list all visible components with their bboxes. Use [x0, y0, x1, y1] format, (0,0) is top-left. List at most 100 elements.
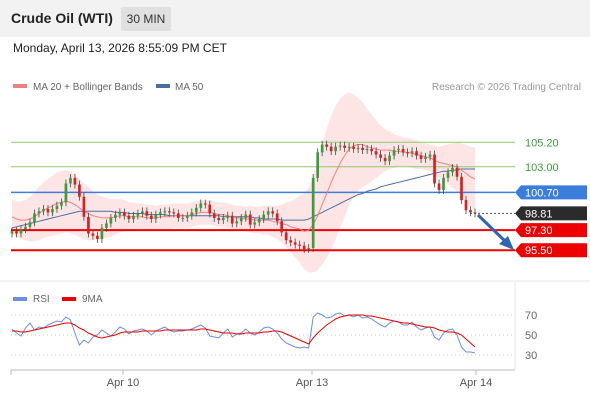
candle-body: [257, 219, 261, 223]
candle-body: [217, 217, 221, 221]
candle-body: [172, 212, 176, 214]
rsi-ma-legend-label: 9MA: [82, 294, 103, 305]
candle-body: [334, 146, 337, 152]
candle-body: [132, 215, 135, 220]
candle-body: [15, 231, 18, 234]
candle-body: [262, 214, 266, 220]
rsi-legend-swatch: [13, 297, 27, 301]
candle-body: [69, 177, 72, 184]
candle-body: [388, 155, 391, 162]
x-axis: Apr 10 Apr 13 Apr 14: [10, 370, 492, 389]
candle-body: [24, 226, 27, 230]
candle-body: [203, 203, 207, 205]
support-1-tag: [515, 223, 587, 238]
candle-body: [235, 221, 239, 224]
candle-body: [401, 148, 405, 153]
candle-body: [87, 216, 90, 234]
candle-body: [428, 154, 432, 157]
bollinger-band: [12, 92, 475, 273]
candle-body: [154, 214, 158, 220]
header-bar: Crude Oil (WTI) 30 MIN: [0, 0, 590, 37]
arrow-shaft: [476, 213, 509, 245]
candle-body: [298, 244, 302, 246]
candle-body: [145, 211, 149, 216]
rsi-tick-label: 30: [525, 350, 537, 362]
candle-body: [199, 203, 203, 208]
candle-body: [302, 245, 306, 250]
candle-body: [415, 151, 418, 156]
candle-body: [91, 233, 95, 236]
candle-body: [338, 145, 342, 147]
candle-body: [383, 157, 387, 162]
candle-body: [181, 217, 185, 219]
candle-body: [226, 215, 230, 218]
candle-body: [433, 154, 436, 184]
bollinger-band-area: [12, 92, 475, 273]
candle-body: [230, 215, 234, 224]
candle-body: [136, 213, 140, 216]
rsi-tick-label: 70: [525, 310, 537, 322]
price-levels: [11, 141, 515, 252]
candle-body: [185, 215, 189, 218]
candle-body: [51, 209, 54, 213]
candle-body: [284, 232, 288, 241]
candle-body: [406, 152, 409, 154]
candle-body: [379, 154, 382, 158]
candle-body: [365, 148, 369, 151]
candle-body: [266, 211, 270, 215]
candle-body: [280, 221, 284, 233]
rsi-ma-line: [12, 314, 476, 348]
rsi-tick-label: 50: [525, 330, 537, 342]
rsi-ma-legend-swatch: [62, 297, 76, 301]
candle-body: [194, 207, 198, 213]
credit-text: Research © 2026 Trading Central: [432, 82, 581, 93]
last-price-label: 98.81: [525, 208, 553, 220]
candles: [10, 140, 477, 253]
pivot-tag: [515, 185, 587, 200]
ma50-legend-swatch: [156, 84, 170, 88]
candle-body: [109, 217, 113, 224]
candle-body: [343, 145, 346, 148]
level-labels: 105.20 103.00 100.70 98.81 97.30 95.50: [515, 137, 587, 258]
candle-body: [114, 214, 117, 218]
candle-body: [307, 247, 311, 250]
candle-body: [239, 217, 243, 222]
candle-body: [469, 210, 472, 213]
candle-body: [78, 184, 81, 197]
candle-body: [150, 215, 153, 220]
rsi-panel: 70 50 30: [11, 310, 537, 362]
candle-body: [347, 146, 351, 148]
candle-body: [352, 146, 355, 149]
candle-body: [329, 146, 333, 152]
candle-body: [253, 222, 257, 225]
candle-body: [37, 211, 41, 214]
candle-body: [105, 223, 108, 228]
candle-body: [208, 204, 212, 214]
rsi-legend-label: RSI: [33, 294, 50, 305]
x-tick-label: Apr 13: [296, 377, 328, 389]
ma20-legend-label: MA 20 + Bollinger Bands: [33, 82, 143, 93]
candle-body: [464, 200, 468, 211]
support-2-label: 95.50: [525, 245, 553, 257]
timeframe-button[interactable]: 30 MIN: [121, 7, 171, 31]
candle-body: [10, 231, 14, 234]
ma50-line: [11, 168, 475, 229]
x-tick-label: Apr 10: [107, 377, 139, 389]
candle-body: [442, 177, 445, 191]
candle-body: [271, 211, 275, 214]
candle-body: [397, 148, 400, 151]
candle-body: [46, 209, 50, 213]
candle-body: [190, 212, 194, 216]
candle-body: [325, 144, 329, 147]
candle-body: [419, 155, 423, 159]
candle-body: [356, 147, 360, 149]
candle-body: [28, 222, 32, 227]
candle-body: [473, 212, 477, 214]
candle-body: [167, 211, 171, 213]
candle-body: [320, 144, 324, 153]
candle-body: [123, 212, 126, 216]
candle-body: [311, 177, 315, 248]
support-1-label: 97.30: [525, 225, 553, 237]
candle-body: [64, 183, 68, 203]
projection-arrow: [476, 213, 514, 250]
